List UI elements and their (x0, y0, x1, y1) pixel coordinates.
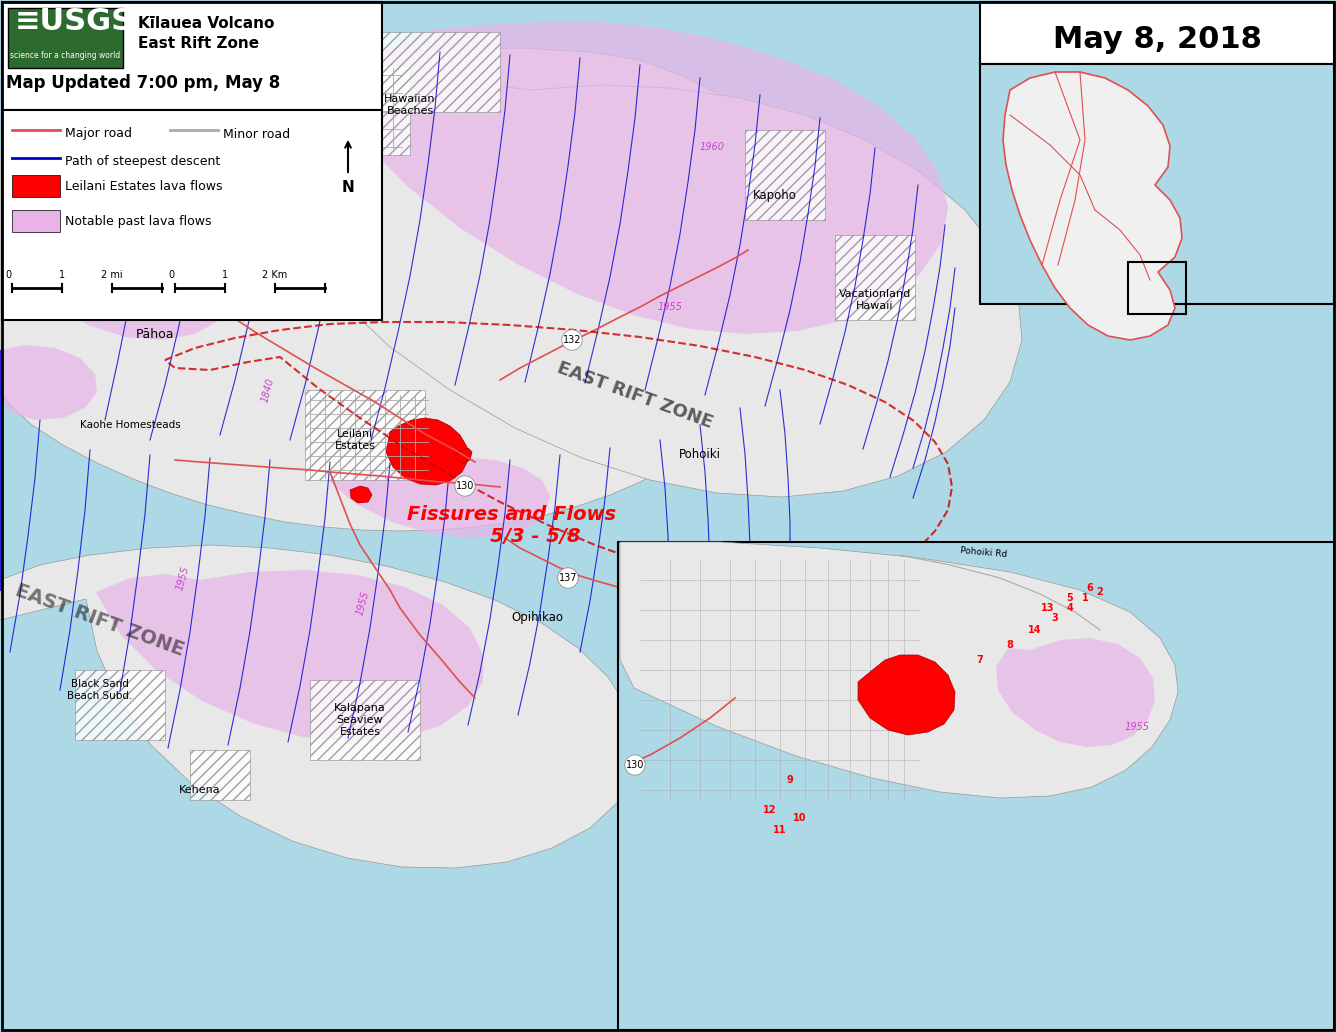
Polygon shape (0, 228, 235, 340)
Polygon shape (0, 345, 98, 420)
Text: Map Updated 7:00 pm, May 8: Map Updated 7:00 pm, May 8 (5, 74, 281, 92)
Text: 2 Km: 2 Km (262, 270, 287, 280)
Text: 1960: 1960 (700, 142, 725, 152)
Polygon shape (997, 638, 1156, 747)
Bar (12, 209, 60, 232)
Text: 1840: 1840 (258, 223, 274, 250)
Text: 6: 6 (1086, 583, 1093, 593)
Text: 1840: 1840 (261, 378, 277, 404)
Text: 1: 1 (222, 270, 228, 280)
Text: Nanawale
Estates: Nanawale Estates (294, 159, 350, 181)
Bar (310, 680, 420, 760)
Polygon shape (350, 486, 371, 503)
Text: 10: 10 (794, 813, 807, 823)
Text: Major road: Major road (65, 128, 132, 140)
Text: Path of steepest descent: Path of steepest descent (65, 156, 220, 168)
Text: Leilani
Estates: Leilani Estates (334, 429, 375, 451)
Polygon shape (0, 49, 810, 531)
Bar (835, 235, 915, 320)
Polygon shape (0, 545, 639, 868)
Text: EAST RIFT ZONE: EAST RIFT ZONE (554, 358, 715, 431)
Text: 1955: 1955 (355, 590, 371, 617)
Text: Kapoho: Kapoho (754, 189, 798, 201)
Text: 14: 14 (1029, 625, 1042, 635)
Text: 9: 9 (787, 775, 794, 785)
Polygon shape (386, 418, 468, 485)
Polygon shape (1003, 72, 1182, 340)
Text: 1955: 1955 (659, 302, 683, 312)
Text: 5: 5 (1066, 593, 1073, 603)
Text: Fissures and Flows
       5/3 - 5/8: Fissures and Flows 5/3 - 5/8 (407, 505, 616, 546)
Text: Notable past lava flows: Notable past lava flows (65, 215, 211, 227)
Polygon shape (858, 655, 955, 735)
Bar (745, 130, 826, 220)
Text: 0: 0 (168, 270, 174, 280)
Text: 1955: 1955 (1125, 722, 1150, 732)
Bar (281, 65, 410, 155)
Text: Pāhoa: Pāhoa (136, 328, 174, 342)
Text: 3: 3 (1051, 613, 1058, 623)
Text: EAST RIFT ZONE: EAST RIFT ZONE (13, 581, 187, 659)
Text: 1: 1 (1082, 593, 1089, 603)
Text: East Rift Zone: East Rift Zone (138, 36, 259, 51)
Text: 137: 137 (558, 573, 577, 583)
Text: 130: 130 (625, 760, 644, 770)
Bar (981, 2, 1335, 64)
Text: 0: 0 (5, 270, 11, 280)
Text: 11: 11 (774, 825, 787, 835)
Text: Kīlauea Volcano: Kīlauea Volcano (138, 17, 274, 31)
Text: May 8, 2018: May 8, 2018 (1053, 26, 1261, 55)
Text: Opihikao: Opihikao (510, 612, 562, 624)
Polygon shape (620, 542, 1178, 798)
Text: 132: 132 (562, 335, 581, 345)
Text: Minor road: Minor road (223, 128, 290, 140)
Text: Black Sand
Beach Subd.: Black Sand Beach Subd. (67, 679, 132, 701)
Text: science for a changing world: science for a changing world (9, 51, 120, 60)
Text: Kaohe Homesteads: Kaohe Homesteads (80, 420, 180, 430)
Text: Kalapana
Seaview
Estates: Kalapana Seaview Estates (334, 704, 386, 737)
Text: Pohoiki: Pohoiki (679, 449, 721, 461)
Text: 2 mi: 2 mi (102, 270, 123, 280)
Bar (12, 175, 60, 197)
Bar (1128, 262, 1186, 314)
Text: N: N (342, 180, 354, 194)
Polygon shape (96, 570, 484, 742)
Text: 4: 4 (1066, 603, 1073, 613)
Text: 12: 12 (763, 805, 776, 815)
Bar (305, 390, 425, 480)
Bar (190, 750, 250, 800)
Bar (1, 110, 382, 320)
Text: ≡USGS: ≡USGS (15, 7, 134, 36)
Text: 8: 8 (1006, 640, 1014, 650)
Text: Vacationland
Hawaii: Vacationland Hawaii (839, 289, 911, 311)
Text: 2: 2 (1097, 587, 1104, 596)
Text: Pohoiki Rd: Pohoiki Rd (961, 546, 1007, 559)
Text: 2014 Pu'u 'O'o June 27th Flow: 2014 Pu'u 'O'o June 27th Flow (69, 78, 111, 202)
Text: Hawaiian
Beaches: Hawaiian Beaches (385, 94, 436, 116)
Polygon shape (330, 22, 949, 334)
Polygon shape (456, 448, 472, 463)
Text: Leilani Estates lava flows: Leilani Estates lava flows (65, 180, 223, 193)
Bar (1, 2, 382, 110)
Text: 1: 1 (59, 270, 65, 280)
Text: 13: 13 (1041, 603, 1054, 613)
Polygon shape (290, 78, 1022, 497)
Bar (981, 64, 1335, 304)
Bar (8, 8, 123, 68)
Text: 130: 130 (456, 481, 474, 491)
Text: Kehena: Kehena (179, 785, 220, 795)
Bar (75, 670, 166, 740)
Bar (619, 542, 1335, 1030)
Text: 7: 7 (977, 655, 983, 665)
Bar (379, 32, 500, 112)
Polygon shape (329, 457, 550, 538)
Text: 1955: 1955 (175, 566, 191, 592)
